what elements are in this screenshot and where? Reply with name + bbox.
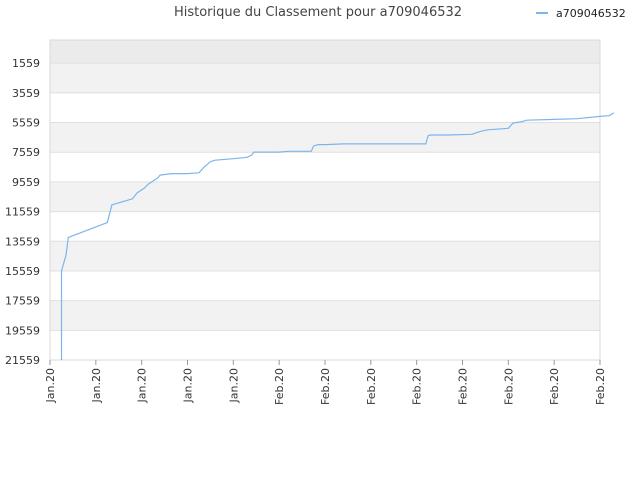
plot-band: [50, 270, 600, 301]
x-tick-label: Feb.20: [502, 368, 515, 405]
series-layer: [60, 112, 615, 360]
x-tick-label: Feb.20: [548, 368, 561, 405]
plot-background: [50, 40, 600, 360]
x-tick-label: Feb.20: [273, 368, 286, 405]
series-line: [60, 112, 615, 360]
x-tick-label: Jan.20: [90, 368, 103, 403]
y-tick-label: 19559: [5, 324, 40, 337]
x-tick-label: Jan.20: [44, 368, 57, 403]
y-tick-label: 17559: [5, 295, 40, 308]
plot-band: [50, 152, 600, 182]
plot-band: [50, 181, 600, 212]
x-tick-label: Jan.20: [227, 368, 240, 403]
y-tick-label: 9559: [12, 176, 40, 189]
legend[interactable]: a709046532: [536, 7, 626, 20]
y-tick-label: 13559: [5, 235, 40, 248]
x-tick-label: Feb.20: [411, 368, 424, 405]
x-tick-label: Feb.20: [365, 368, 378, 405]
x-tick-label: Feb.20: [594, 368, 607, 405]
plot-band: [50, 211, 600, 242]
plot-band: [50, 63, 600, 93]
y-axis: 1559 3559 5559 7559 9559 11559 13559 15559 17559…: [5, 57, 40, 367]
legend-label: a709046532: [556, 7, 626, 20]
x-tick-label: Jan.20: [136, 368, 149, 403]
x-tick-label: Feb.20: [319, 368, 332, 405]
plot-band: [50, 330, 600, 360]
plot-band-top: [50, 40, 600, 64]
y-tick-label: 21559: [5, 354, 40, 367]
y-tick-label: 3559: [12, 87, 40, 100]
plot-band: [50, 300, 600, 331]
y-tick-label: 5559: [12, 117, 40, 130]
chart-title: Historique du Classement pour a709046532: [174, 5, 462, 20]
plot-band: [50, 241, 600, 271]
y-tick-label: 1559: [12, 57, 40, 70]
plot-band: [50, 92, 600, 123]
y-tick-label: 15559: [5, 265, 40, 278]
y-tick-label: 11559: [5, 206, 40, 219]
y-tick-label: 7559: [12, 146, 40, 159]
plot-band: [50, 122, 600, 153]
x-axis: Jan.20 Jan.20 Jan.20 Jan.20 Jan.20 Feb.20 Feb.…: [44, 360, 607, 405]
x-tick-label: Jan.20: [182, 368, 195, 403]
x-tick-label: Feb.20: [457, 368, 470, 405]
